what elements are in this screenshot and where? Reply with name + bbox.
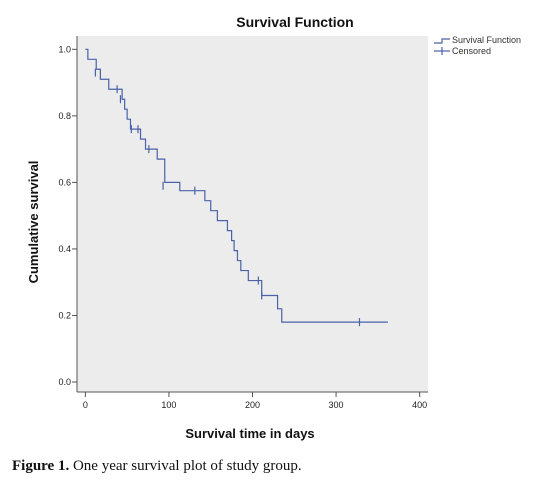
- legend-label-survival-function: Survival Function: [452, 35, 521, 45]
- x-axis-label: Survival time in days: [185, 426, 314, 441]
- legend-swatch-survival-function: [434, 38, 450, 44]
- y-tick-label: 0.2: [58, 310, 71, 320]
- caption-label: Figure 1.: [12, 458, 70, 474]
- legend: Survival Function Censored: [434, 35, 521, 56]
- y-axis-label: Cumulative survival: [26, 161, 41, 284]
- y-tick-label: 0.6: [58, 177, 71, 187]
- x-tick-label: 100: [161, 400, 176, 410]
- x-tick-label: 400: [412, 400, 427, 410]
- x-tick-label: 200: [245, 400, 260, 410]
- x-tick-label: 300: [329, 400, 344, 410]
- y-tick-label: 1.0: [58, 44, 71, 54]
- legend-label-censored: Censored: [452, 46, 491, 56]
- x-tick-label: 0: [83, 400, 88, 410]
- censored-markers: [94, 68, 361, 327]
- survival-function-line: [85, 48, 388, 323]
- caption-text: One year survival plot of study group.: [69, 458, 302, 474]
- y-tick-label: 0.4: [58, 244, 71, 254]
- plot-area: [77, 36, 428, 392]
- survival-step-path: [85, 48, 388, 323]
- y-tick-label: 0.8: [58, 111, 71, 121]
- chart-title: Survival Function: [236, 14, 353, 30]
- axis-ticks: 0.0 0.2 0.4 0.6 0.8 1.0 0 100 200 300 400: [58, 44, 427, 410]
- figure-caption: Figure 1. One year survival plot of stud…: [12, 458, 302, 475]
- y-tick-label: 0.0: [58, 377, 71, 387]
